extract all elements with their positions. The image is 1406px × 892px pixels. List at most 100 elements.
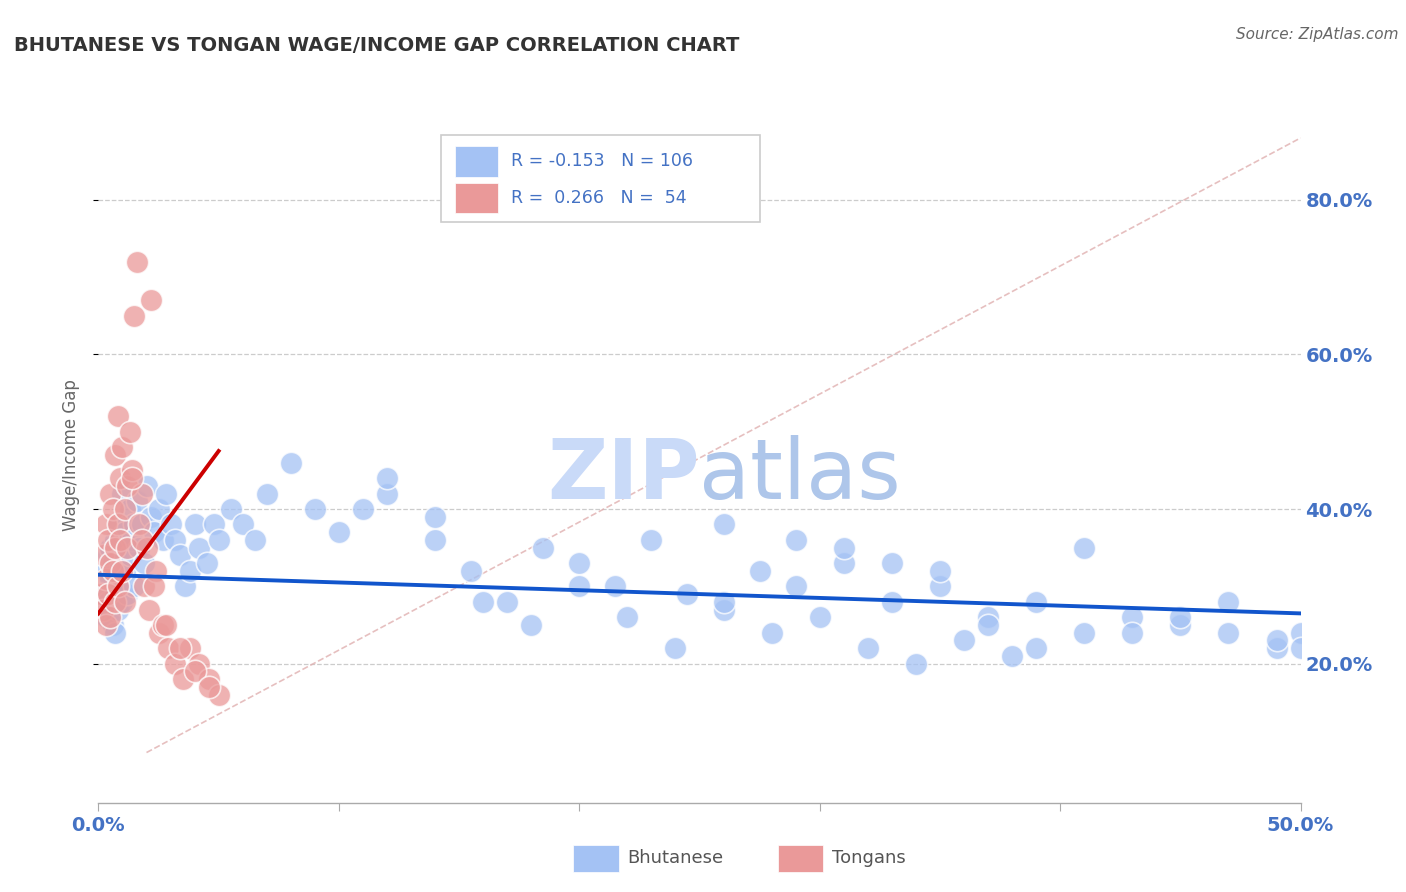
Point <box>520 618 543 632</box>
Point <box>145 564 167 578</box>
Point <box>832 541 855 555</box>
Text: Tongans: Tongans <box>832 849 905 867</box>
Point <box>183 517 205 532</box>
Bar <box>456 146 498 177</box>
Point <box>472 595 495 609</box>
Point <box>713 602 735 616</box>
Point <box>97 595 120 609</box>
Point <box>713 517 735 532</box>
Point <box>183 665 205 679</box>
Y-axis label: Wage/Income Gap: Wage/Income Gap <box>62 379 80 531</box>
Point <box>179 641 201 656</box>
Point <box>111 440 134 454</box>
Point <box>148 502 170 516</box>
Point <box>94 564 117 578</box>
Point <box>121 463 143 477</box>
Point <box>100 486 122 500</box>
Point <box>1265 633 1288 648</box>
Point <box>118 425 141 439</box>
Point <box>101 556 124 570</box>
Point <box>157 641 180 656</box>
Point <box>928 564 950 578</box>
Point <box>124 517 146 532</box>
Point <box>94 517 117 532</box>
Point <box>91 587 114 601</box>
Point <box>179 564 201 578</box>
Point <box>169 641 191 656</box>
Point <box>135 541 157 555</box>
Point <box>880 556 903 570</box>
Point <box>1218 625 1240 640</box>
Point <box>785 533 807 547</box>
Point <box>114 525 136 540</box>
Point <box>107 409 129 424</box>
Point <box>808 610 831 624</box>
Point <box>131 517 153 532</box>
Point <box>880 595 903 609</box>
Point <box>128 517 150 532</box>
Text: Bhutanese: Bhutanese <box>627 849 724 867</box>
Point <box>135 479 157 493</box>
Bar <box>456 183 498 213</box>
Point <box>676 587 699 601</box>
Point <box>198 680 221 694</box>
Point <box>198 672 221 686</box>
Point <box>977 618 1000 632</box>
Point <box>101 564 124 578</box>
Point <box>100 541 122 555</box>
Point <box>1265 641 1288 656</box>
Point <box>664 641 686 656</box>
Point <box>460 564 482 578</box>
Point <box>856 641 879 656</box>
Point <box>568 579 591 593</box>
Point <box>104 625 127 640</box>
Point <box>304 502 326 516</box>
Point <box>142 579 165 593</box>
Point <box>91 549 114 563</box>
Point <box>107 517 129 532</box>
Point <box>152 618 174 632</box>
Point <box>94 618 117 632</box>
Point <box>761 625 783 640</box>
Point <box>111 595 134 609</box>
Point <box>108 533 131 547</box>
Point <box>748 564 770 578</box>
Point <box>531 541 554 555</box>
Point <box>101 618 124 632</box>
Point <box>104 541 127 555</box>
Point <box>100 556 122 570</box>
Point <box>1289 625 1312 640</box>
Point <box>172 672 194 686</box>
Point <box>132 556 155 570</box>
Point <box>104 533 127 547</box>
Point <box>953 633 976 648</box>
Point <box>243 533 266 547</box>
Bar <box>574 845 619 872</box>
Point <box>107 579 129 593</box>
Point <box>141 509 163 524</box>
Point <box>785 579 807 593</box>
Point <box>114 595 136 609</box>
Point <box>117 541 139 555</box>
Point <box>155 486 177 500</box>
Text: R = -0.153   N = 106: R = -0.153 N = 106 <box>510 153 693 170</box>
Point <box>128 541 150 555</box>
Point <box>121 533 143 547</box>
Point <box>1001 648 1024 663</box>
Point <box>1289 641 1312 656</box>
Point <box>159 517 181 532</box>
Point <box>616 610 638 624</box>
Point <box>107 602 129 616</box>
Point <box>352 502 374 516</box>
Point <box>165 533 187 547</box>
Point <box>1170 610 1192 624</box>
Point <box>90 587 112 601</box>
Point <box>328 525 350 540</box>
Point <box>97 533 120 547</box>
Point <box>118 502 141 516</box>
Text: BHUTANESE VS TONGAN WAGE/INCOME GAP CORRELATION CHART: BHUTANESE VS TONGAN WAGE/INCOME GAP CORR… <box>14 36 740 54</box>
Text: atlas: atlas <box>700 435 901 516</box>
Point <box>219 502 242 516</box>
Point <box>117 479 139 493</box>
Point <box>423 533 446 547</box>
